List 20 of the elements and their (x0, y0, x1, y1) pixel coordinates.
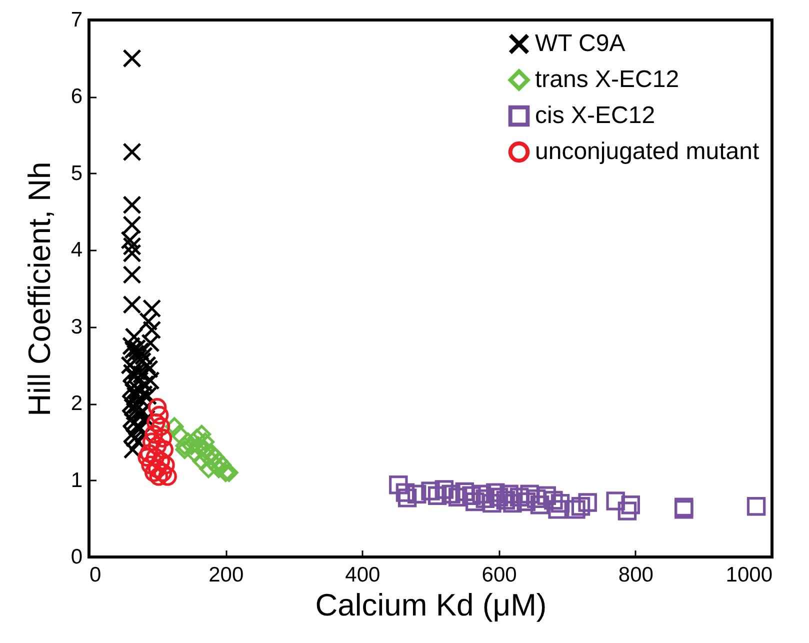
legend-label: cis X-EC12 (535, 102, 656, 129)
x-tick-label: 400 (345, 564, 380, 586)
y-tick-label: 3 (70, 315, 82, 338)
x-tick-label: 600 (482, 564, 517, 586)
y-tick-label: 5 (70, 162, 82, 185)
x-tick-label: 200 (208, 564, 244, 586)
legend-label: unconjugated mutant (535, 138, 760, 165)
y-tick-label: 0 (70, 546, 82, 568)
y-tick-label: 7 (70, 8, 82, 32)
x-tick-label: 0 (90, 564, 102, 586)
y-tick-label: 4 (70, 238, 83, 262)
y-axis-title: Hill Coefficient, Nh (22, 162, 57, 416)
legend-label: WT C9A (535, 30, 626, 57)
y-tick-label: 1 (70, 468, 82, 492)
legend-label: trans X-EC12 (535, 66, 680, 93)
x-tick-label: 800 (618, 564, 654, 586)
y-tick-label: 6 (70, 85, 82, 108)
y-tick-label: 2 (70, 392, 82, 416)
x-axis-title: Calcium Kd (μM) (315, 588, 547, 622)
x-tick-label: 1000 (726, 564, 772, 586)
